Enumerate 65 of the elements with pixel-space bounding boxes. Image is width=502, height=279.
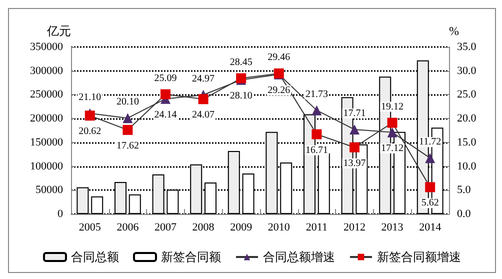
x-tick-label: 2009 [230, 222, 253, 234]
data-label: 11.72 [419, 136, 442, 148]
data-label: 13.97 [343, 158, 366, 169]
y-tick-label: 100000 [30, 160, 64, 172]
y2-tick-label: 35.0 [457, 41, 477, 53]
point [312, 129, 322, 140]
y-tick-label: 300000 [30, 64, 64, 77]
x-tick-label: 2005 [78, 222, 102, 234]
x-tick-label: 2006 [116, 222, 140, 234]
x-tick-label: 2008 [192, 222, 215, 234]
y2-tick-label: 30.0 [457, 64, 477, 77]
y-tick-label: 0 [58, 208, 64, 220]
x-tick-label: 2014 [419, 222, 442, 234]
y-tick-label: 200000 [30, 112, 64, 125]
y2-tick-label: 10.0 [457, 160, 477, 172]
data-label: 16.71 [305, 144, 328, 156]
point [312, 105, 322, 116]
legend-label: 新签合同额 [161, 250, 221, 264]
data-label: 21.10 [78, 92, 102, 103]
y2-tick-label: 5.0 [457, 184, 472, 196]
y2-tick-label: 25.0 [457, 88, 477, 101]
legend-label: 新签合同额增速 [377, 250, 461, 264]
legend-label: 合同总额增速 [263, 250, 335, 264]
data-label: 17.12 [381, 142, 404, 154]
data-label: 5.62 [421, 198, 439, 209]
data-label: 29.26 [268, 84, 290, 96]
data-label: 29.46 [268, 52, 290, 63]
x-tick-label: 2007 [154, 222, 177, 234]
point [425, 153, 436, 164]
y2-tick-label: 15.0 [457, 136, 477, 148]
data-label: 21.73 [305, 88, 328, 100]
x-tick-label: 2013 [381, 222, 404, 234]
point [122, 124, 133, 135]
y2-axis-title: % [449, 24, 459, 38]
y-tick-label: 150000 [30, 136, 64, 148]
y-tick-label: 350000 [30, 41, 64, 53]
point [387, 118, 398, 128]
x-tick-label: 2011 [306, 222, 328, 234]
data-label: 28.45 [230, 56, 252, 68]
data-label: 19.12 [381, 101, 404, 112]
data-label: 24.97 [192, 73, 215, 84]
point [122, 113, 133, 124]
data-label: 17.71 [343, 108, 366, 119]
x-tick-label: 2012 [344, 222, 366, 234]
point [350, 124, 360, 134]
x-tick-label: 2010 [268, 222, 290, 234]
data-label: 20.10 [116, 96, 139, 108]
y2-tick-label: 0.0 [457, 208, 472, 220]
point [425, 182, 436, 192]
data-label: 25.09 [154, 72, 177, 84]
point [350, 142, 360, 152]
data-label: 20.62 [78, 126, 102, 138]
y-tick-label: 250000 [30, 88, 64, 101]
legend-label: 合同总额 [71, 250, 119, 264]
point [198, 94, 208, 104]
y-axis-title: 亿元 [46, 24, 71, 38]
y2-tick-label: 20.0 [457, 112, 477, 125]
point [387, 127, 398, 138]
point [84, 110, 95, 121]
y-tick-label: 50000 [36, 184, 64, 196]
data-label: 17.62 [116, 140, 139, 152]
point [160, 89, 170, 100]
data-label: 24.14 [154, 109, 177, 120]
data-label: 28.10 [230, 90, 252, 102]
data-label: 24.07 [192, 110, 215, 121]
